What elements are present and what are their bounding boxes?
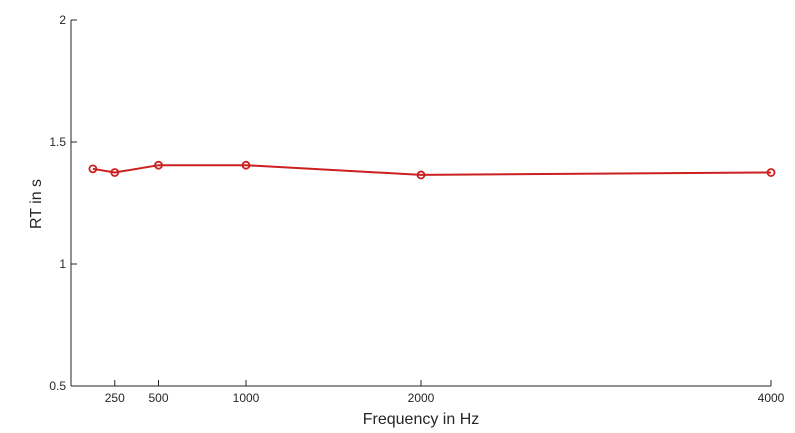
series-layer [88,160,776,180]
x-axis-label: Frequency in Hz [363,411,480,428]
y-tick-label: 1.5 [49,135,66,149]
data-point-marker [110,168,120,177]
x-tick-label: 1000 [233,391,260,405]
axes [70,20,771,387]
y-axis-label: RT in s [28,179,45,229]
x-tick-label: 500 [148,391,168,405]
data-point-marker [88,164,98,174]
ticks: 0.5 1 1.5 2 250 500 1000 2000 4000 [49,13,784,405]
y-tick-label: 0.5 [49,379,66,393]
y-tick-label: 2 [59,13,66,27]
data-point-marker [241,160,251,170]
y-tick-label: 1 [59,257,66,271]
data-point-marker [416,170,426,180]
series-line [92,164,772,176]
data-point-marker [154,160,163,170]
x-tick-label: 2000 [408,391,435,405]
data-point-marker [766,168,776,177]
x-tick-label: 4000 [758,391,785,405]
x-tick-label: 250 [105,391,125,405]
